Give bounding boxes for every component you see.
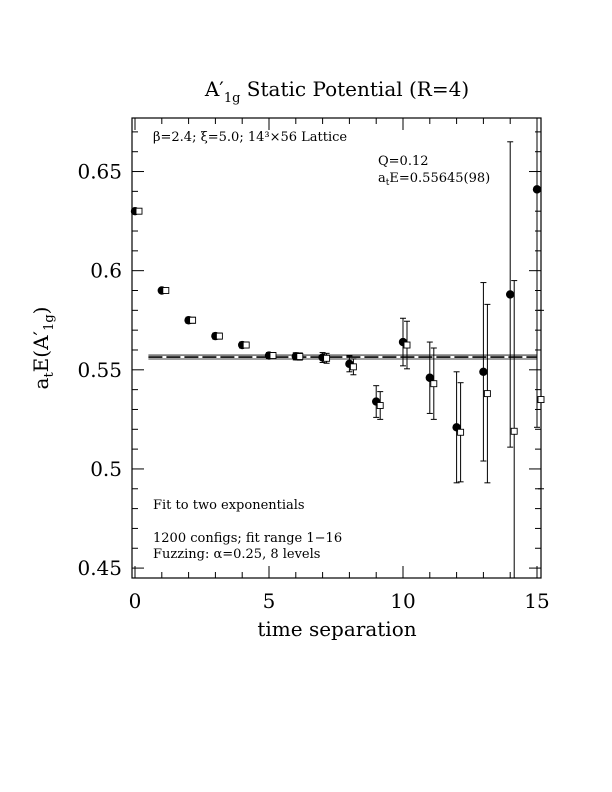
- fit-band: [148, 355, 537, 359]
- configs-annotation: 1200 configs; fit range 1−16: [153, 531, 342, 546]
- data-point-square: [484, 391, 490, 397]
- data-point-square: [297, 354, 303, 360]
- energy-rest: E=0.55645(98): [389, 171, 490, 186]
- data-point-circle: [533, 185, 541, 193]
- x-tick-label: 15: [524, 589, 549, 613]
- fuzzing-annotation: Fuzzing: α=0.25, 8 levels: [153, 547, 320, 562]
- ylabel-a: a: [29, 377, 53, 389]
- x-axis-label: time separation: [257, 617, 416, 641]
- data-point-circle: [506, 290, 514, 298]
- lattice-annotation: β=2.4; ξ=5.0; 14³×56 Lattice: [153, 130, 347, 145]
- chart-title: A′1g Static Potential (R=4): [204, 77, 469, 106]
- data-point-square: [404, 342, 410, 348]
- y-tick-label: 0.65: [77, 160, 122, 184]
- x-tick-label: 0: [129, 589, 142, 613]
- ylabel-e: E(A: [29, 335, 53, 372]
- data-point-circle: [479, 368, 487, 376]
- ylabel-sub: 1g: [42, 314, 57, 331]
- title-main: A: [204, 77, 220, 101]
- data-point-square: [377, 403, 383, 409]
- chart: A′1g Static Potential (R=4) 0 5 10 15 0.45 0.…: [0, 0, 612, 792]
- data-point-square: [431, 381, 437, 387]
- data-point-square: [324, 355, 330, 361]
- data-point-square: [190, 317, 196, 323]
- y-axis-label: atE(A′1g): [29, 307, 57, 390]
- y-tick-label: 0.6: [90, 259, 122, 283]
- data-point-square: [136, 208, 142, 214]
- data-point-square: [270, 353, 276, 359]
- y-tick-label: 0.5: [90, 457, 122, 481]
- title-rest: Static Potential (R=4): [240, 77, 469, 101]
- data-point-square: [163, 288, 169, 294]
- data-point-square: [538, 397, 544, 403]
- y-tick-label: 0.55: [77, 358, 122, 382]
- y-tick-label: 0.45: [77, 556, 122, 580]
- ylabel-close: ): [29, 307, 53, 315]
- x-tick-label: 10: [390, 589, 415, 613]
- fit-annotation: Fit to two exponentials: [153, 498, 305, 513]
- data-point-square: [243, 342, 249, 348]
- title-sub: 1g: [224, 91, 241, 106]
- data-point-square: [350, 364, 356, 370]
- x-tick-label: 5: [263, 589, 276, 613]
- data-point-square: [216, 333, 222, 339]
- energy-annotation: atE=0.55645(98): [378, 171, 490, 188]
- q-annotation: Q=0.12: [378, 154, 429, 169]
- data-point-square: [458, 429, 464, 435]
- data-point-square: [511, 428, 517, 434]
